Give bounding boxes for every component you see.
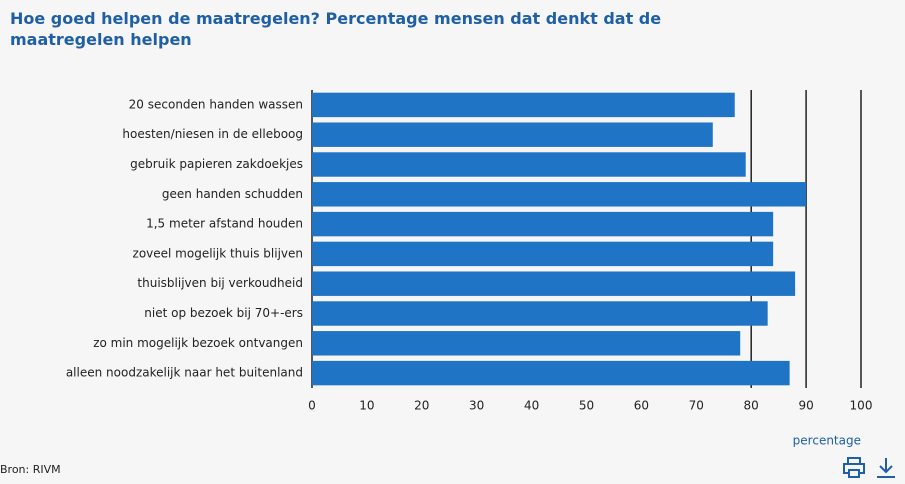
x-tick-label: 80 bbox=[744, 399, 759, 413]
download-icon[interactable] bbox=[877, 458, 895, 478]
y-tick-label: hoesten/niesen in de elleboog bbox=[122, 127, 303, 141]
y-tick-label: 1,5 meter afstand houden bbox=[146, 217, 303, 231]
bar bbox=[312, 331, 741, 356]
chart-title: Hoe goed helpen de maatregelen? Percenta… bbox=[10, 9, 662, 49]
bar bbox=[312, 92, 735, 118]
bar bbox=[312, 360, 790, 386]
y-tick-label: thuisblijven bij verkoudheid bbox=[137, 276, 303, 290]
x-tick-label: 70 bbox=[689, 399, 704, 413]
x-tick-label: 0 bbox=[308, 399, 316, 413]
bar bbox=[312, 241, 774, 267]
bar bbox=[312, 271, 796, 296]
x-tick-label: 100 bbox=[850, 399, 873, 413]
y-tick-label: alleen noodzakelijk naar het buitenland bbox=[66, 366, 303, 380]
x-tick-label: 20 bbox=[414, 399, 429, 413]
x-tick-label: 30 bbox=[469, 399, 484, 413]
y-tick-label: zo min mogelijk bezoek ontvangen bbox=[93, 336, 303, 350]
x-tick-label: 40 bbox=[524, 399, 539, 413]
x-tick-label: 90 bbox=[798, 399, 813, 413]
print-icon[interactable] bbox=[843, 457, 865, 478]
bar bbox=[312, 182, 807, 207]
y-tick-label: niet op bezoek bij 70+-ers bbox=[144, 306, 303, 320]
y-tick-label: zoveel mogelijk thuis blijven bbox=[133, 246, 303, 260]
bar bbox=[312, 152, 746, 177]
x-tick-label: 60 bbox=[634, 399, 649, 413]
bar bbox=[312, 211, 774, 237]
y-tick-label: geen handen schudden bbox=[162, 187, 303, 201]
x-tick-label: 10 bbox=[359, 399, 374, 413]
bar bbox=[312, 301, 768, 326]
bar bbox=[312, 122, 713, 147]
source: Bron: RIVM bbox=[0, 463, 61, 476]
y-tick-label: 20 seconden handen wassen bbox=[129, 97, 303, 111]
x-tick-label: 50 bbox=[579, 399, 594, 413]
x-axis-label: percentage bbox=[793, 434, 861, 448]
y-tick-label: gebruik papieren zakdoekjes bbox=[130, 157, 303, 171]
